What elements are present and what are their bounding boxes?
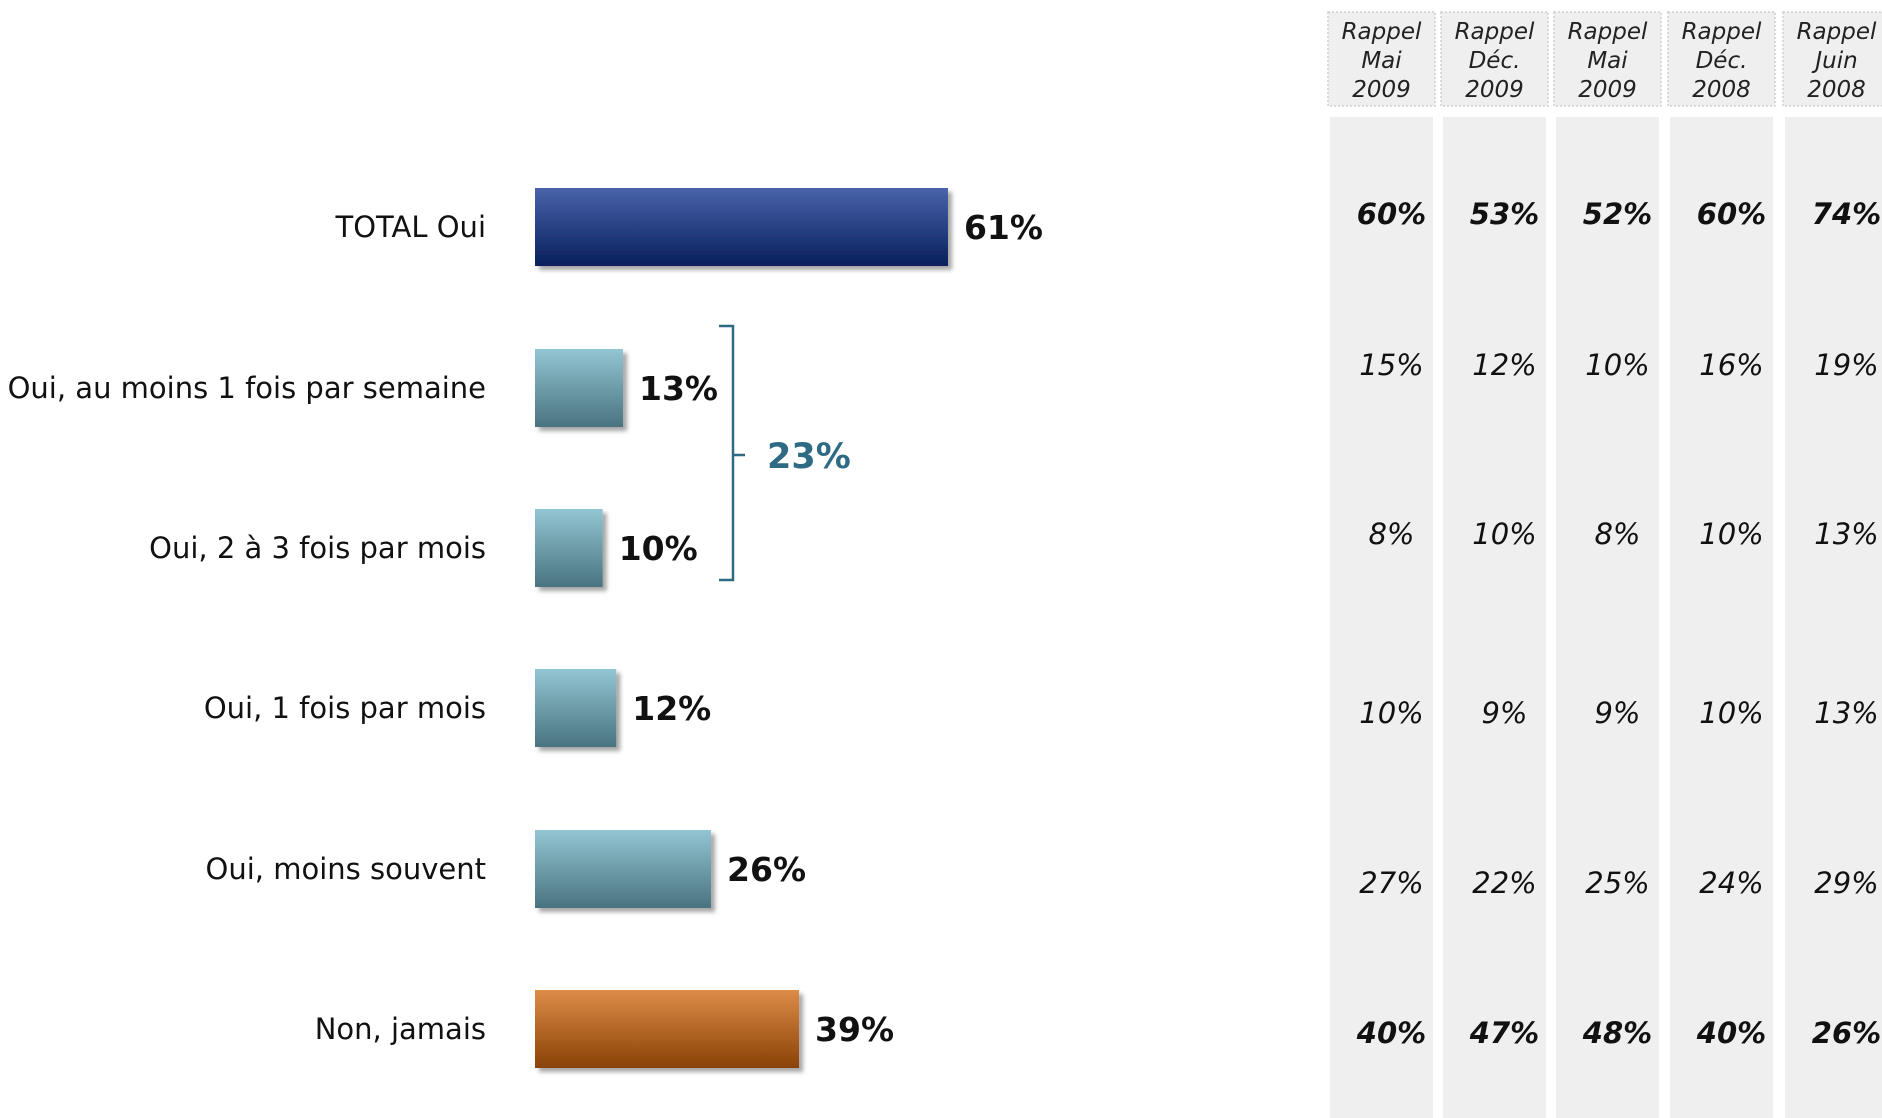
history-header-line: 2009 xyxy=(1465,77,1524,103)
history-cell: 74% xyxy=(1812,197,1881,231)
value-label-oui-2-a-3-fois-par-mois: 10% xyxy=(619,529,698,568)
history-cell: 8% xyxy=(1594,517,1640,551)
category-label-total-oui: TOTAL Oui xyxy=(335,210,486,244)
value-label-total-oui: 61% xyxy=(964,208,1043,247)
bar-non-jamais xyxy=(535,990,800,1068)
history-cell: 8% xyxy=(1368,517,1414,551)
category-label-oui-au-moins-1-fois-par-semaine: Oui, au moins 1 fois par semaine xyxy=(8,371,486,405)
history-cell: 16% xyxy=(1699,348,1763,382)
bar-oui-1-fois-par-mois xyxy=(535,669,617,747)
history-cell: 26% xyxy=(1812,1016,1881,1050)
history-header-cell xyxy=(1327,11,1436,107)
bar-oui-2-a-3-fois-par-mois xyxy=(535,509,603,587)
history-header-cell xyxy=(1782,11,1882,107)
history-cell: 9% xyxy=(1481,696,1527,730)
history-cell: 40% xyxy=(1696,1016,1766,1050)
history-header-cell xyxy=(1553,11,1662,107)
history-header-line: 2009 xyxy=(1352,77,1411,103)
history-column-bg xyxy=(1330,117,1433,1118)
bar-total-oui xyxy=(535,188,948,266)
history-header-line: Rappel xyxy=(1455,19,1535,45)
bar-series: TOTAL Oui 61% Oui, au moins 1 fois par sem… xyxy=(8,188,1043,1068)
history-cell: 15% xyxy=(1359,348,1423,382)
history-table: Rappel Mai 2009 Rappel Déc. 2009 Rappel Mai 2009… xyxy=(1327,11,1882,1118)
history-header-cell xyxy=(1440,11,1549,107)
history-cell: 48% xyxy=(1582,1016,1652,1050)
group-total-label: 23% xyxy=(767,437,851,477)
history-cell: 19% xyxy=(1814,348,1878,382)
history-column-bg xyxy=(1670,117,1773,1118)
history-cell: 47% xyxy=(1469,1016,1539,1050)
value-label-non-jamais: 39% xyxy=(815,1010,894,1049)
history-cell: 60% xyxy=(1357,197,1426,231)
history-header-line: Déc. xyxy=(1696,48,1748,74)
history-cell: 25% xyxy=(1585,866,1649,900)
history-cell: 10% xyxy=(1585,348,1649,382)
history-cell: 13% xyxy=(1814,696,1878,730)
bar-oui-au-moins-1-fois-par-semaine xyxy=(535,349,624,427)
history-cell: 22% xyxy=(1472,866,1536,900)
history-header-line: Rappel xyxy=(1797,19,1877,45)
category-label-non-jamais: Non, jamais xyxy=(315,1012,486,1046)
history-cell: 10% xyxy=(1699,696,1763,730)
history-header-line: Déc. xyxy=(1469,48,1521,74)
history-header-line: Mai xyxy=(1361,48,1402,74)
history-cell: 40% xyxy=(1356,1016,1426,1050)
history-column-bg xyxy=(1443,117,1546,1118)
history-header-line: Juin xyxy=(1811,48,1857,74)
history-cell: 60% xyxy=(1697,197,1766,231)
bar-oui-moins-souvent xyxy=(535,830,712,908)
history-header-line: 2008 xyxy=(1692,77,1751,103)
value-label-oui-au-moins-1-fois-par-semaine: 13% xyxy=(639,369,718,408)
history-header-line: Rappel xyxy=(1342,19,1422,45)
category-label-oui-moins-souvent: Oui, moins souvent xyxy=(206,852,486,886)
group-bracket: 23% xyxy=(719,324,851,582)
history-column-bg xyxy=(1785,117,1882,1118)
value-label-oui-1-fois-par-mois: 12% xyxy=(632,689,711,728)
history-cell: 10% xyxy=(1359,696,1423,730)
value-label-oui-moins-souvent: 26% xyxy=(727,850,806,889)
history-cell: 10% xyxy=(1472,517,1536,551)
history-cell: 29% xyxy=(1814,866,1878,900)
category-label-oui-2-a-3-fois-par-mois: Oui, 2 à 3 fois par mois xyxy=(149,531,486,565)
history-header-line: Rappel xyxy=(1568,19,1648,45)
history-cell: 12% xyxy=(1472,348,1536,382)
history-cell: 27% xyxy=(1359,866,1423,900)
group-bracket-line xyxy=(719,324,745,582)
history-cell: 53% xyxy=(1470,197,1539,231)
history-header-line: 2008 xyxy=(1807,77,1866,103)
history-header-line: Mai xyxy=(1587,48,1628,74)
history-header-line: 2009 xyxy=(1578,77,1637,103)
history-cell: 10% xyxy=(1699,517,1763,551)
history-cell: 9% xyxy=(1594,696,1640,730)
category-label-oui-1-fois-par-mois: Oui, 1 fois par mois xyxy=(204,691,486,725)
history-column-bg xyxy=(1556,117,1659,1118)
history-cell: 52% xyxy=(1583,197,1652,231)
history-cell: 24% xyxy=(1699,866,1763,900)
history-header-cell xyxy=(1667,11,1776,107)
history-header-line: Rappel xyxy=(1682,19,1762,45)
history-cell: 13% xyxy=(1814,517,1878,551)
